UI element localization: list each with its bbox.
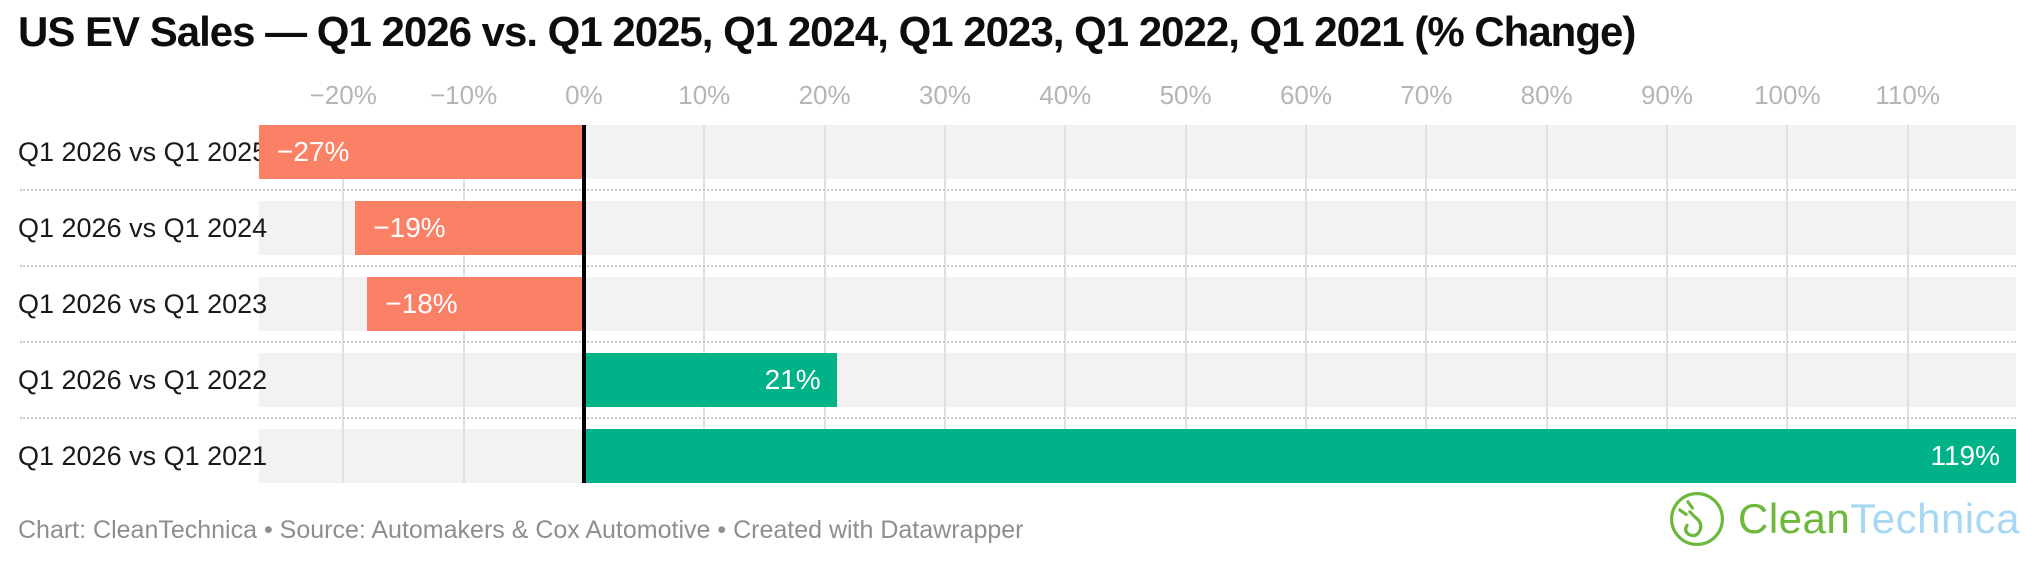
row-separator	[20, 417, 2016, 419]
row-separator	[20, 265, 2016, 267]
gridline	[823, 125, 826, 483]
chart-title: US EV Sales — Q1 2026 vs. Q1 2025, Q1 20…	[18, 8, 1636, 55]
row-background	[259, 353, 2016, 407]
x-axis-tick: −10%	[429, 80, 498, 110]
x-axis-tick: 60%	[1279, 80, 1332, 110]
gridline	[1304, 125, 1307, 483]
cleantechnica-logo: CleanTechnica	[1668, 490, 2020, 548]
gridline	[1184, 125, 1187, 483]
category-label: Q1 2026 vs Q1 2023	[18, 288, 268, 319]
bar	[259, 125, 584, 179]
cleantechnica-logo-icon	[1670, 492, 1724, 546]
bar-value-label: −18%	[385, 288, 458, 319]
bar	[367, 277, 584, 331]
x-axis-tick: 20%	[798, 80, 851, 110]
bar-value-label: −19%	[373, 212, 446, 243]
bar	[355, 201, 584, 255]
gridline	[1545, 125, 1548, 483]
x-axis-tick: −20%	[309, 80, 377, 110]
x-axis-tick: 70%	[1400, 80, 1453, 110]
gridline	[1425, 125, 1428, 483]
x-axis-tick: 0%	[565, 80, 603, 110]
category-label: Q1 2026 vs Q1 2024	[18, 212, 268, 243]
gridline	[1906, 125, 1909, 483]
x-axis-tick: 30%	[918, 80, 971, 110]
bar	[583, 429, 2016, 483]
row-separator	[20, 341, 2016, 343]
bar-value-label: 21%	[764, 364, 821, 395]
x-axis-tick: 100%	[1754, 80, 1821, 110]
footer-credit: Chart: CleanTechnica • Source: Automaker…	[18, 516, 1024, 544]
bar-value-label: −27%	[277, 136, 350, 167]
x-axis-tick: 40%	[1039, 80, 1092, 110]
x-axis-tick: 90%	[1640, 80, 1694, 110]
gridline	[943, 125, 946, 483]
bar-value-label: 119%	[1930, 440, 2000, 471]
x-axis-tick: 10%	[678, 80, 731, 110]
gridline	[1666, 125, 1668, 483]
x-axis-tick: 50%	[1159, 80, 1212, 110]
gridline	[703, 125, 706, 483]
bar	[583, 353, 837, 407]
category-label: Q1 2026 vs Q1 2021	[18, 440, 268, 471]
gridline	[1786, 125, 1789, 483]
category-label: Q1 2026 vs Q1 2025	[18, 136, 268, 167]
x-axis-tick: 110%	[1875, 80, 1940, 110]
logo-text: CleanTechnica	[1738, 495, 2020, 543]
logo-text-technica: Technica	[1850, 495, 2020, 542]
category-label: Q1 2026 vs Q1 2022	[18, 364, 268, 395]
zero-line	[581, 125, 586, 483]
row-separator	[20, 189, 2016, 191]
gridline	[1064, 125, 1067, 483]
gridline	[342, 125, 345, 483]
logo-text-clean: Clean	[1737, 495, 1851, 542]
x-axis-tick: 80%	[1520, 80, 1573, 110]
